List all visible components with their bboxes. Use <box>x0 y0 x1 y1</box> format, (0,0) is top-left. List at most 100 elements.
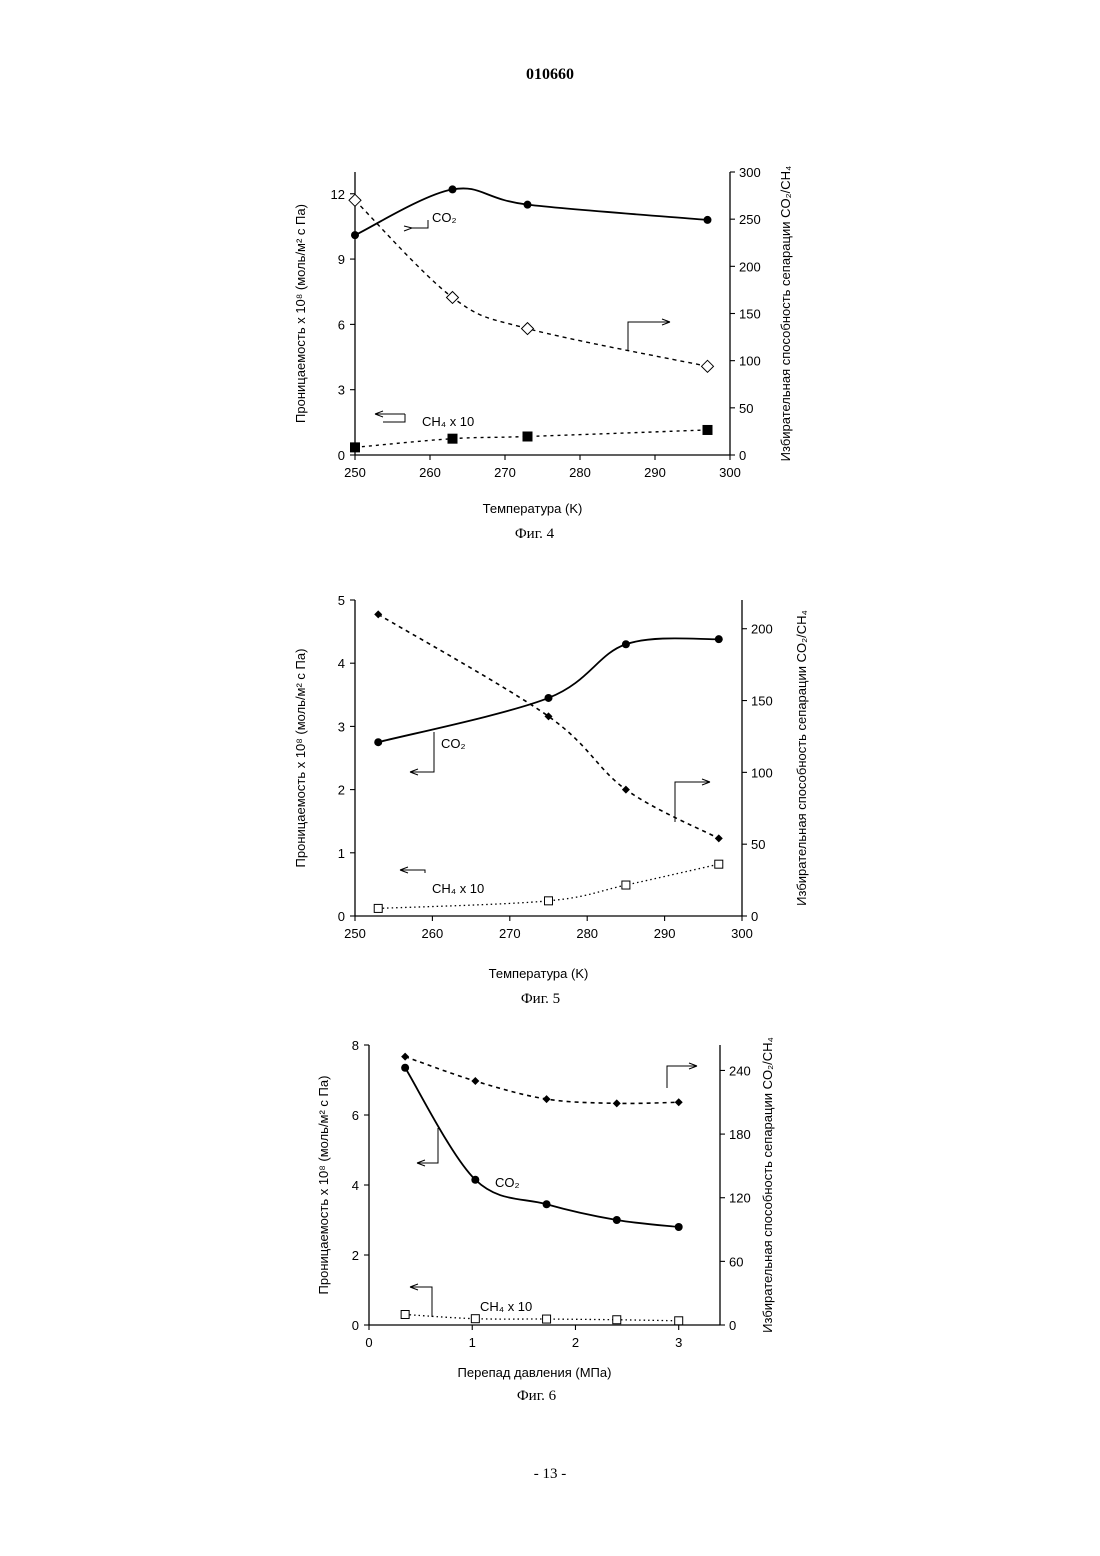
figure-5-chart: 250260270280290300012345050100150200CO₂C… <box>0 560 1100 1020</box>
x-tick-label: 260 <box>419 465 441 480</box>
data-point-ch4 <box>703 425 713 435</box>
series-line-co2 <box>405 1068 679 1227</box>
data-point-selectivity <box>447 291 459 303</box>
y-axis-title-left: Проницаемость x 10⁸ (моль/м² с Па) <box>316 1076 331 1295</box>
data-point-ch4 <box>613 1316 621 1324</box>
y-tick-label-left: 1 <box>338 846 345 861</box>
y-tick-label-left: 2 <box>352 1248 359 1263</box>
y-tick-label-right: 150 <box>739 307 761 322</box>
y-tick-label-right: 0 <box>751 909 758 924</box>
data-point-selectivity <box>715 834 723 842</box>
y-tick-label-left: 4 <box>338 656 345 671</box>
y-axis-title-right: Избирательная способность сепарации CO₂/… <box>778 166 793 462</box>
x-tick-label: 300 <box>719 465 741 480</box>
data-point-co2 <box>622 640 630 648</box>
data-point-selectivity <box>471 1077 479 1085</box>
series-line-selectivity <box>405 1057 679 1104</box>
axis-pointer-arrow <box>667 1066 697 1088</box>
data-point-co2 <box>715 635 723 643</box>
y-tick-label-right: 0 <box>729 1318 736 1333</box>
y-tick-label-left: 2 <box>338 783 345 798</box>
y-tick-label-right: 200 <box>751 622 773 637</box>
figure-6-chart: 012302468060120180240CO₂CH₄ x 10Перепад … <box>0 1020 1100 1420</box>
data-point-co2 <box>704 216 712 224</box>
x-tick-label: 260 <box>422 926 444 941</box>
x-tick-label: 1 <box>469 1335 476 1350</box>
y-tick-label-left: 0 <box>338 448 345 463</box>
data-point-selectivity <box>613 1099 621 1107</box>
axis-pointer-arrow <box>404 226 412 231</box>
x-axis-title: Температура (K) <box>489 966 589 981</box>
x-tick-label: 290 <box>644 465 666 480</box>
figure-caption: Фиг. 5 <box>521 991 560 1007</box>
x-tick-label: 270 <box>499 926 521 941</box>
y-tick-label-left: 3 <box>338 383 345 398</box>
figure-caption: Фиг. 6 <box>517 1388 557 1404</box>
data-point-co2 <box>524 201 532 209</box>
data-point-co2 <box>613 1216 621 1224</box>
series-line-co2 <box>355 188 708 235</box>
data-point-ch4 <box>448 434 458 444</box>
y-tick-label-right: 150 <box>751 694 773 709</box>
series-line-co2 <box>378 638 719 742</box>
y-tick-label-left: 0 <box>352 1318 359 1333</box>
x-axis-title: Перепад давления (МПа) <box>458 1365 612 1380</box>
y-tick-label-left: 4 <box>352 1178 359 1193</box>
y-tick-label-right: 100 <box>739 354 761 369</box>
axis-pointer-arrow <box>410 732 434 772</box>
x-tick-label: 250 <box>344 465 366 480</box>
x-tick-label: 250 <box>344 926 366 941</box>
series-label-co2: CO₂ <box>441 736 466 751</box>
data-point-ch4 <box>675 1317 683 1325</box>
y-axis-title-left: Проницаемость x 10⁸ (моль/м² с Па) <box>293 204 308 423</box>
y-tick-label-right: 240 <box>729 1063 751 1078</box>
data-point-ch4 <box>622 881 630 889</box>
axis-pointer-arrow <box>628 322 670 350</box>
y-tick-label-right: 50 <box>739 401 753 416</box>
x-tick-label: 3 <box>675 1335 682 1350</box>
data-point-ch4 <box>401 1311 409 1319</box>
y-tick-label-left: 9 <box>338 252 345 267</box>
data-point-co2 <box>543 1200 551 1208</box>
y-tick-label-right: 200 <box>739 259 761 274</box>
data-point-selectivity <box>374 610 382 618</box>
data-point-ch4 <box>471 1315 479 1323</box>
data-point-co2 <box>545 694 553 702</box>
data-point-co2 <box>675 1223 683 1231</box>
series-label-ch4: CH₄ x 10 <box>480 1299 532 1314</box>
axis-pointer-arrow <box>417 1128 438 1163</box>
y-tick-label-left: 6 <box>338 317 345 332</box>
page-number: - 13 - <box>0 1466 1100 1483</box>
y-tick-label-left: 12 <box>331 187 345 202</box>
y-tick-label-left: 5 <box>338 593 345 608</box>
series-label-co2: CO₂ <box>495 1175 520 1190</box>
series-label-ch4: CH₄ x 10 <box>422 414 474 429</box>
y-tick-label-right: 60 <box>729 1254 743 1269</box>
y-tick-label-right: 300 <box>739 165 761 180</box>
figure-4-chart: 2502602702802903000369120501001502002503… <box>0 0 1100 560</box>
data-point-selectivity <box>622 786 630 794</box>
x-tick-label: 2 <box>572 1335 579 1350</box>
y-tick-label-right: 100 <box>751 765 773 780</box>
data-point-selectivity <box>349 194 361 206</box>
y-tick-label-right: 50 <box>751 837 765 852</box>
figure-caption: Фиг. 4 <box>515 526 555 542</box>
data-point-co2 <box>401 1064 409 1072</box>
x-tick-label: 300 <box>731 926 753 941</box>
data-point-co2 <box>351 231 359 239</box>
series-line-ch4 <box>405 1315 679 1321</box>
data-point-ch4 <box>523 431 533 441</box>
data-point-ch4 <box>350 442 360 452</box>
x-tick-label: 280 <box>576 926 598 941</box>
y-axis-title-left: Проницаемость x 10⁸ (моль/м² с Па) <box>293 649 308 868</box>
axis-pointer-arrow <box>412 220 428 228</box>
series-label-co2: CO₂ <box>432 210 457 225</box>
data-point-selectivity <box>522 323 534 335</box>
axis-pointer-arrow <box>383 414 405 422</box>
data-point-ch4 <box>543 1315 551 1323</box>
x-tick-label: 280 <box>569 465 591 480</box>
y-axis-title-right: Избирательная способность сепарации CO₂/… <box>760 1037 775 1333</box>
data-point-ch4 <box>545 897 553 905</box>
data-point-selectivity <box>543 1095 551 1103</box>
data-point-co2 <box>471 1176 479 1184</box>
